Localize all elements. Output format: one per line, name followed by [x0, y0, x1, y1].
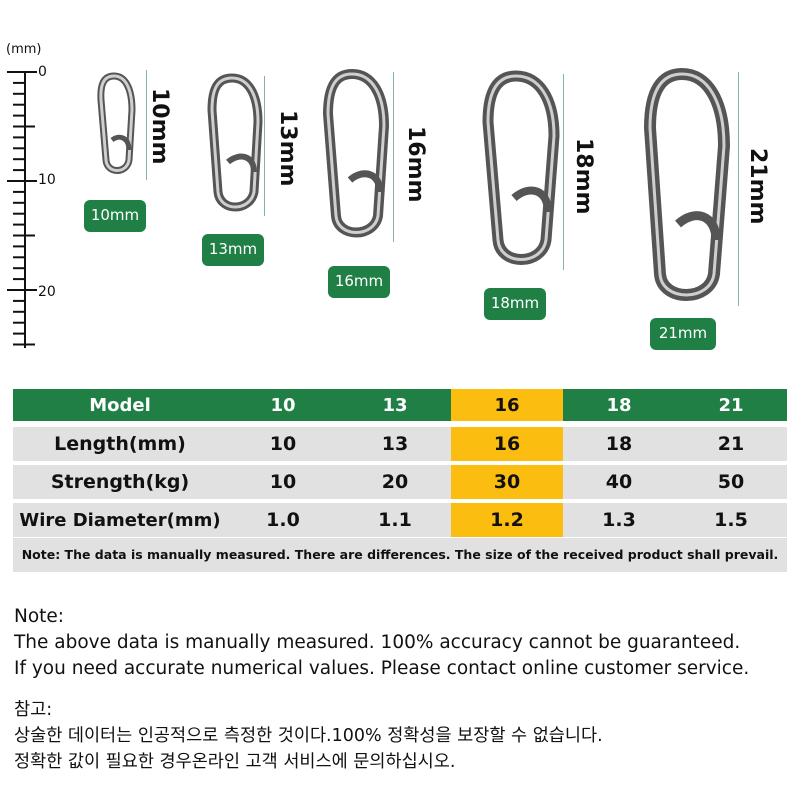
- table-cell: 50: [717, 471, 745, 493]
- badge-13mm: 13mm: [202, 234, 264, 266]
- table-row: Length(mm) 10 13 16 18 21: [13, 427, 787, 461]
- dim-label-18mm: 18mm: [571, 138, 596, 215]
- ruler-unit-label: (mm): [6, 42, 42, 57]
- clip-image-13mm: [207, 73, 263, 212]
- table-row: Strength(kg) 10 20 30 40 50: [13, 465, 787, 499]
- table-row: Wire Diameter(mm) 1.0 1.1 1.2 1.3 1.5: [13, 503, 787, 537]
- english-note-line: The above data is manually measured. 100…: [14, 632, 741, 653]
- dim-label-10mm: 10mm: [147, 88, 172, 165]
- korean-note: 참고: 상술한 데이터는 인공적으로 측정한 것이다.100% 정확성을 보장할…: [14, 697, 603, 775]
- table-cell: 1.1: [378, 509, 412, 531]
- header-cell-model: Model: [89, 394, 151, 416]
- table-cell: 1.0: [266, 509, 300, 531]
- badge-21mm: 21mm: [650, 318, 716, 350]
- korean-note-line: 정확한 값이 필요한 경우온라인 고객 서비스에 문의하십시오.: [14, 752, 456, 772]
- table-cell: 10: [269, 433, 297, 455]
- korean-note-title: 참고:: [14, 700, 53, 720]
- row-label: Strength(kg): [50, 471, 190, 493]
- english-note-line: If you need accurate numerical values. P…: [14, 658, 750, 679]
- table-note: Note: The data is manually measured. The…: [13, 538, 787, 572]
- english-note: Note: The above data is manually measure…: [14, 604, 749, 682]
- table-cell: 40: [605, 471, 633, 493]
- table-cell: 20: [381, 471, 409, 493]
- badge-10mm: 10mm: [84, 200, 146, 232]
- header-cell: 13: [382, 394, 408, 416]
- header-cell-highlight: 16: [451, 389, 563, 421]
- dim-line-13mm: [264, 76, 265, 216]
- dim-label-13mm: 13mm: [275, 110, 300, 187]
- table-cell: 13: [381, 433, 409, 455]
- row-label: Wire Diameter(mm): [19, 509, 221, 531]
- ruler-scale: [7, 71, 37, 348]
- header-cell: 10: [270, 394, 296, 416]
- table-cell-highlight: 1.2: [451, 503, 563, 537]
- dim-line-10mm: [146, 70, 147, 180]
- clip-image-18mm: [482, 70, 560, 265]
- table-cell: 1.3: [602, 509, 636, 531]
- clip-image-10mm: [97, 72, 136, 174]
- table-cell: 18: [605, 433, 633, 455]
- dim-line-21mm: [738, 72, 739, 306]
- clip-image-16mm: [322, 68, 390, 238]
- table-header-row: Model 10 13 16 18 21: [13, 389, 787, 421]
- table-cell: 21: [717, 433, 745, 455]
- table-cell: 10: [269, 471, 297, 493]
- badge-16mm: 16mm: [328, 266, 390, 298]
- badge-18mm: 18mm: [484, 288, 546, 320]
- ruler-label-10: 10: [38, 172, 56, 188]
- table-cell: 1.5: [714, 509, 748, 531]
- dim-line-16mm: [393, 72, 394, 242]
- ruler-label-0: 0: [38, 64, 47, 80]
- table-cell-highlight: 30: [451, 465, 563, 499]
- dim-label-16mm: 16mm: [403, 126, 428, 203]
- clip-image-21mm: [643, 68, 731, 301]
- row-label: Length(mm): [54, 433, 186, 455]
- ruler-label-20: 20: [38, 284, 56, 300]
- table-cell-highlight: 16: [451, 427, 563, 461]
- dim-line-18mm: [563, 74, 564, 270]
- korean-note-line: 상술한 데이터는 인공적으로 측정한 것이다.100% 정확성을 보장할 수 없…: [14, 726, 603, 746]
- dim-label-21mm: 21mm: [745, 148, 770, 225]
- header-cell: 21: [718, 394, 744, 416]
- english-note-title: Note:: [14, 606, 65, 627]
- header-cell: 18: [606, 394, 632, 416]
